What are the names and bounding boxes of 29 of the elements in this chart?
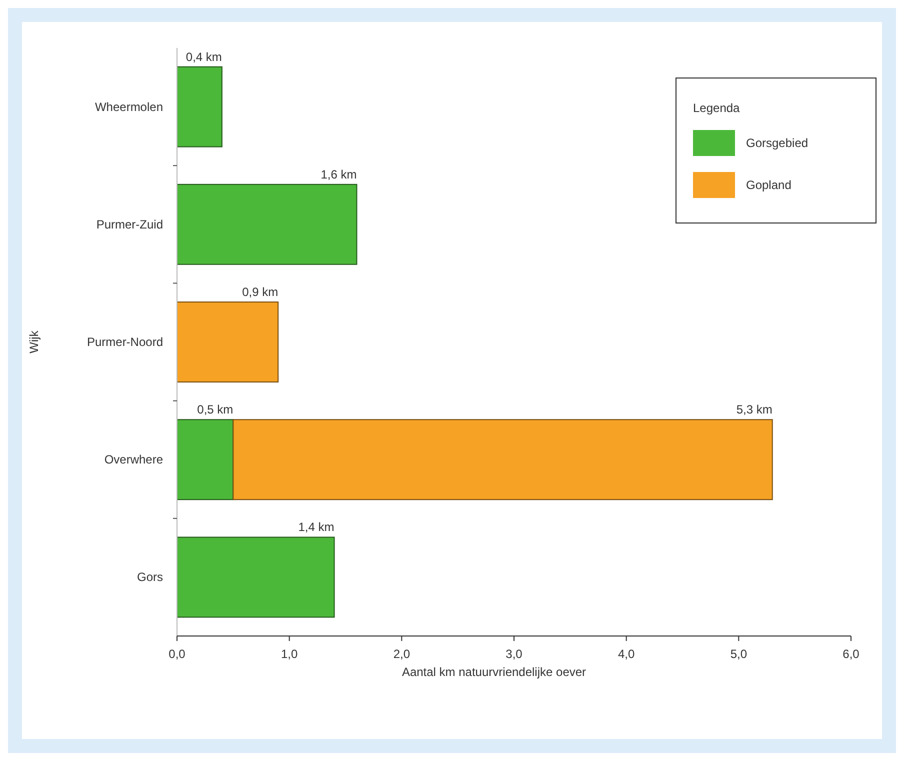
y-tick-label: Wheermolen (94, 100, 163, 114)
legend-title: Legenda (693, 101, 740, 115)
bar (232, 419, 773, 500)
x-tick-label: 6,0 (842, 647, 860, 661)
x-tick-label: 1,0 (280, 647, 298, 661)
legend-label: Gorsgebied (746, 136, 808, 150)
y-tick-label: Overwhere (104, 452, 164, 467)
y-tick-label: Gors (136, 570, 163, 584)
total-label: 1,6 km (320, 167, 357, 182)
x-tick-label: 3,0 (506, 647, 523, 661)
x-axis-title: Aantal km natuurvriendelijke oever (402, 665, 586, 679)
total-label: 1,4 km (298, 520, 334, 534)
x-tick-label: 2,0 (393, 647, 410, 661)
x-tick-label: 4,0 (618, 647, 635, 661)
legend-label: Gopland (746, 178, 792, 192)
total-label: 5,3 km (736, 402, 772, 417)
x-tick-label: 5,0 (730, 647, 748, 661)
x-tick-label: 0,0 (168, 647, 186, 661)
bar (176, 302, 279, 382)
y-tick-label: Purmer-Zuid (96, 217, 163, 232)
bar (176, 184, 358, 265)
y-axis-title: Wijk (27, 330, 41, 354)
bar (176, 536, 335, 618)
total-label: 0,4 km (186, 50, 222, 64)
bar (176, 419, 234, 500)
total-label: 0,9 km (242, 285, 278, 300)
y-tick-label: Purmer-Noord (86, 335, 163, 349)
bar (176, 66, 222, 148)
data-label: 0,5 km (197, 402, 234, 417)
